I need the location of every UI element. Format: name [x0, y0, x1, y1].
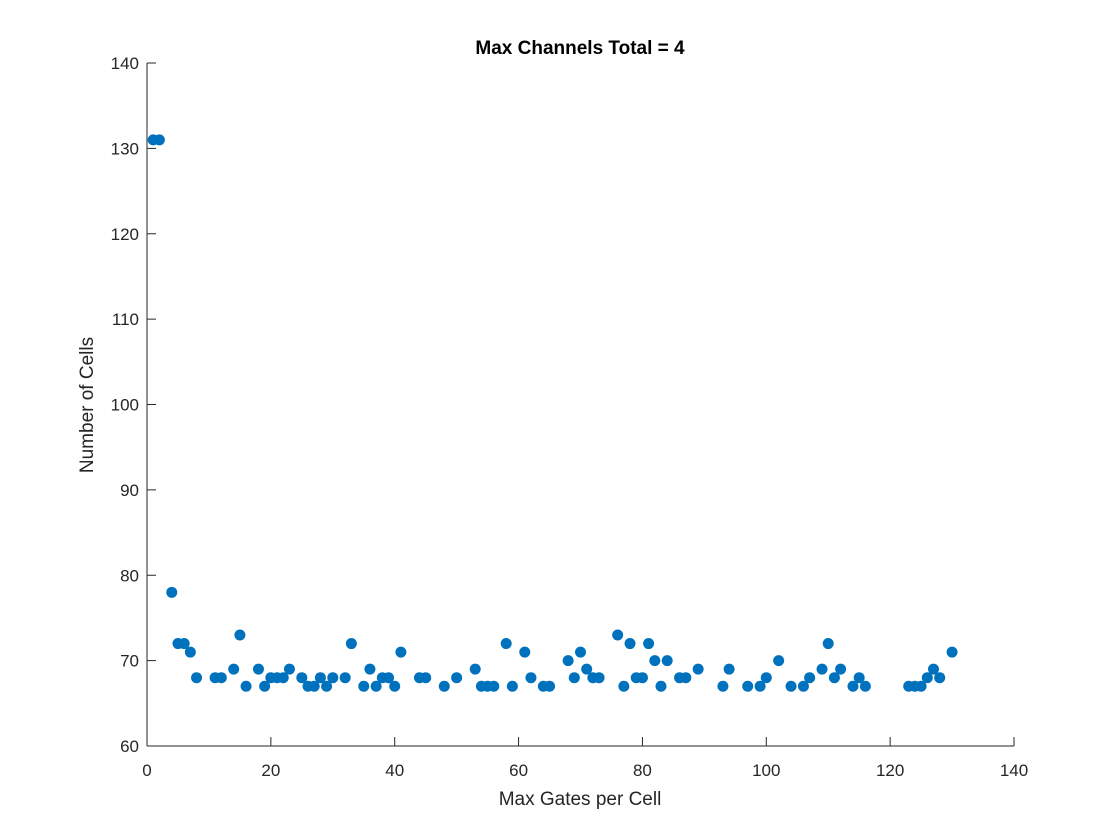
data-point	[519, 646, 531, 658]
data-point	[500, 638, 512, 650]
data-point	[252, 663, 264, 675]
chart-title: Max Channels Total = 4	[475, 38, 685, 59]
data-point	[723, 663, 735, 675]
data-point	[816, 663, 828, 675]
data-point	[915, 680, 927, 692]
data-point	[469, 663, 481, 675]
data-point	[927, 663, 939, 675]
data-point	[562, 655, 574, 667]
data-point	[525, 672, 537, 684]
data-point	[575, 646, 586, 658]
data-point	[153, 134, 165, 146]
data-point	[717, 680, 729, 692]
data-point	[166, 586, 178, 598]
y-tick-label: 90	[120, 481, 139, 500]
data-point	[506, 680, 518, 692]
data-point	[680, 672, 692, 684]
data-point	[618, 680, 630, 692]
data-point	[568, 672, 580, 684]
data-point	[636, 672, 648, 684]
data-point	[773, 655, 785, 667]
data-point	[321, 680, 333, 692]
data-point	[215, 672, 227, 684]
data-point	[655, 680, 667, 692]
data-point	[283, 663, 295, 675]
y-axis-label: Number of Cells	[77, 337, 98, 473]
data-point	[234, 629, 246, 641]
data-point	[742, 680, 754, 692]
data-point	[754, 680, 766, 692]
data-point	[438, 680, 450, 692]
plot-area	[147, 63, 1014, 746]
data-point	[804, 672, 816, 684]
data-point	[828, 672, 840, 684]
data-point	[853, 672, 865, 684]
data-point	[847, 680, 859, 692]
x-tick-label: 40	[385, 761, 404, 780]
data-point	[389, 680, 401, 692]
data-point	[370, 680, 382, 692]
data-point	[643, 638, 655, 650]
data-point	[308, 680, 320, 692]
y-tick-label: 130	[111, 139, 139, 158]
x-axis-label: Max Gates per Cell	[499, 789, 662, 810]
data-point	[240, 680, 252, 692]
y-tick-label: 70	[120, 652, 139, 671]
data-point	[191, 672, 203, 684]
data-point	[544, 680, 556, 692]
data-markers	[147, 134, 958, 692]
data-point	[797, 680, 809, 692]
y-tick-label: 120	[111, 225, 139, 244]
data-point	[314, 672, 326, 684]
y-tick-label: 60	[120, 737, 139, 756]
data-point	[692, 663, 704, 675]
x-tick-label: 20	[261, 761, 280, 780]
data-point	[259, 680, 271, 692]
data-point	[277, 672, 289, 684]
data-point	[946, 646, 958, 658]
x-tick-label: 100	[752, 761, 780, 780]
plot-background	[147, 63, 1014, 746]
data-point	[624, 638, 636, 650]
data-point	[228, 663, 240, 675]
data-point	[383, 672, 395, 684]
y-tick-label: 110	[112, 310, 139, 329]
data-point	[420, 672, 432, 684]
data-point	[327, 672, 339, 684]
data-point	[612, 629, 624, 641]
data-point	[358, 680, 370, 692]
y-tick-label: 140	[111, 54, 139, 73]
data-point	[339, 672, 351, 684]
data-point	[859, 680, 871, 692]
data-point	[760, 672, 772, 684]
x-tick-label: 80	[633, 761, 652, 780]
data-point	[488, 680, 500, 692]
data-point	[835, 663, 847, 675]
data-point	[921, 672, 933, 684]
x-tick-label: 60	[509, 761, 528, 780]
data-point	[822, 638, 834, 650]
data-point	[178, 638, 190, 650]
data-point	[296, 672, 308, 684]
x-tick-label: 140	[1000, 761, 1028, 780]
axes: 0 20 40 60 80 100 120 140 60 70 80 90 100 110 120 130 14…	[111, 54, 1029, 780]
data-point	[785, 680, 797, 692]
data-point	[345, 638, 357, 650]
y-tick-label: 100	[111, 396, 139, 415]
x-tick-label: 0	[142, 761, 151, 780]
data-point	[395, 646, 407, 658]
data-point	[364, 663, 376, 675]
data-point	[451, 672, 463, 684]
data-point	[593, 672, 605, 684]
data-point	[661, 655, 673, 667]
data-point	[649, 655, 661, 667]
y-tick-label: 80	[120, 566, 139, 585]
data-point	[581, 663, 593, 675]
x-tick-label: 120	[876, 761, 904, 780]
data-point	[934, 672, 946, 684]
data-point	[184, 646, 196, 658]
